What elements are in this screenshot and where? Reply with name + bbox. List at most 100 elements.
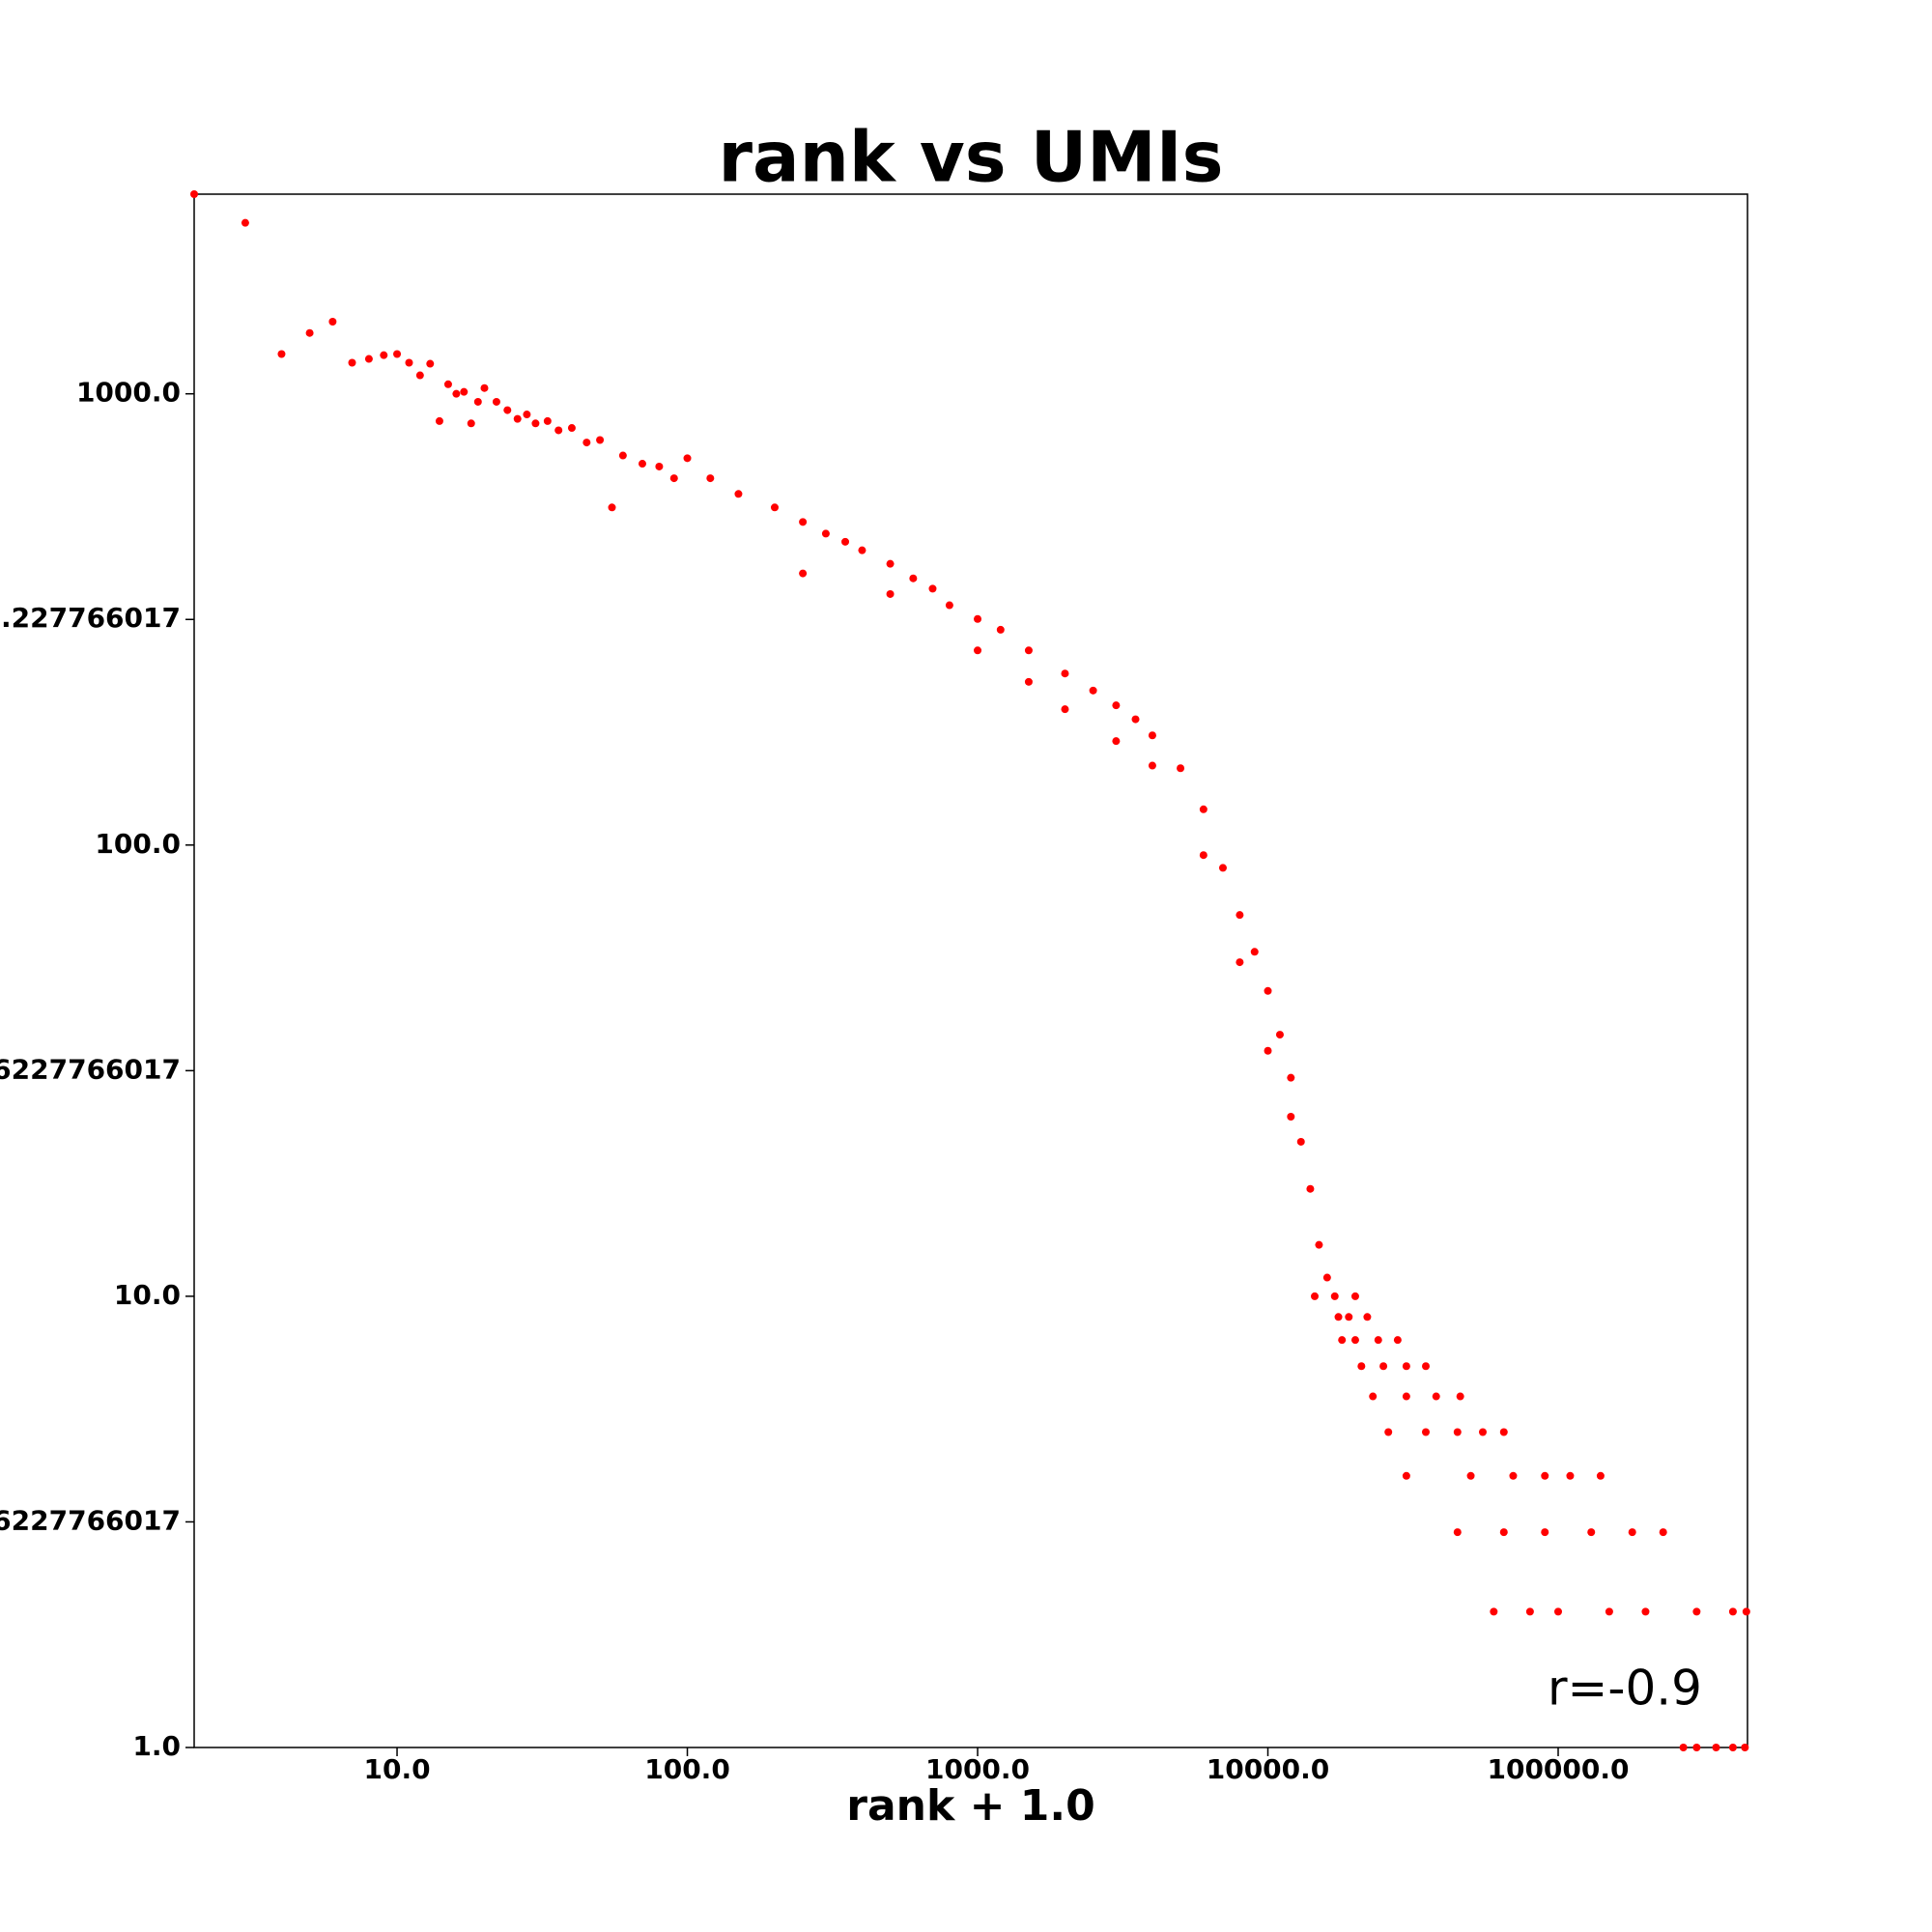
x-axis-label: rank + 1.0 [846, 1781, 1094, 1831]
point [1112, 701, 1121, 710]
point [348, 358, 356, 367]
point [1089, 686, 1097, 695]
point [415, 371, 424, 380]
point [1357, 1362, 1366, 1371]
point [1499, 1428, 1508, 1436]
point [799, 518, 808, 526]
point [1728, 1607, 1737, 1616]
point [1287, 1073, 1295, 1082]
y-tick-label: 31.6227766017 [0, 1053, 181, 1085]
point [1453, 1428, 1462, 1436]
point [1641, 1607, 1650, 1616]
point [1369, 1392, 1378, 1401]
point [405, 358, 413, 367]
point [1338, 1336, 1347, 1345]
point [452, 389, 461, 398]
point [1315, 1240, 1323, 1249]
point [618, 451, 627, 460]
point [1322, 1273, 1331, 1282]
point [858, 546, 867, 554]
point [1596, 1471, 1605, 1480]
point [1692, 1744, 1701, 1751]
point [1199, 805, 1208, 813]
point [706, 474, 715, 483]
x-tick-label: 10000.0 [1207, 1753, 1330, 1785]
y-tick-label: 100.0 [95, 828, 181, 860]
point [460, 387, 469, 396]
point [426, 359, 435, 368]
point [1402, 1362, 1410, 1371]
point [1250, 948, 1259, 956]
point [480, 384, 489, 392]
point [1061, 705, 1069, 714]
point [1742, 1607, 1750, 1616]
point [1628, 1528, 1636, 1537]
point [1061, 669, 1069, 678]
point [1131, 715, 1140, 724]
point [582, 439, 591, 447]
point [443, 380, 452, 388]
point [1490, 1607, 1498, 1616]
y-tick-label: 3.16227766017 [0, 1504, 181, 1536]
point [473, 397, 482, 406]
point [523, 411, 531, 419]
point [945, 601, 953, 610]
point [1264, 1046, 1272, 1055]
point [1296, 1137, 1305, 1146]
point [1525, 1607, 1534, 1616]
y-tick-label: 1000.0 [76, 377, 181, 409]
point [1148, 761, 1156, 770]
point [1692, 1607, 1701, 1616]
point [1432, 1392, 1440, 1401]
point [1306, 1184, 1315, 1193]
point [1422, 1428, 1431, 1436]
point [1453, 1528, 1462, 1537]
point [1402, 1392, 1410, 1401]
point [1199, 851, 1208, 860]
x-tick-label: 100000.0 [1487, 1753, 1629, 1785]
point [1024, 677, 1033, 686]
point [1728, 1744, 1737, 1751]
point [1236, 911, 1244, 920]
y-tick-label: 10.0 [114, 1279, 181, 1311]
point [1345, 1313, 1353, 1321]
point [531, 419, 540, 428]
point [596, 436, 605, 444]
point [841, 537, 850, 546]
y-tick-label: 316.227766017 [0, 602, 181, 634]
point [1659, 1528, 1667, 1537]
point [241, 218, 249, 227]
point [1148, 731, 1156, 740]
point [364, 355, 373, 363]
point [503, 406, 512, 414]
point [1554, 1607, 1563, 1616]
point [1287, 1113, 1295, 1122]
point [543, 416, 552, 425]
point [1478, 1428, 1487, 1436]
point [305, 328, 314, 337]
point [277, 350, 286, 358]
point [1379, 1362, 1388, 1371]
point [1350, 1292, 1359, 1300]
point [770, 503, 779, 512]
point [974, 614, 982, 623]
point [683, 454, 692, 463]
point [393, 350, 402, 358]
point [1334, 1313, 1343, 1321]
point [1218, 864, 1227, 872]
point [1566, 1471, 1575, 1480]
point [928, 584, 937, 593]
x-tick-label: 10.0 [363, 1753, 430, 1785]
point [1741, 1744, 1749, 1751]
point [608, 503, 616, 512]
point [1024, 646, 1033, 655]
point [821, 529, 830, 538]
chart-title: rank vs UMIs [719, 117, 1224, 198]
point [1275, 1031, 1284, 1039]
x-tick-label: 100.0 [644, 1753, 730, 1785]
point [1541, 1528, 1549, 1537]
point [1374, 1336, 1382, 1345]
point [1541, 1471, 1549, 1480]
point [1236, 958, 1244, 967]
point [467, 419, 475, 428]
